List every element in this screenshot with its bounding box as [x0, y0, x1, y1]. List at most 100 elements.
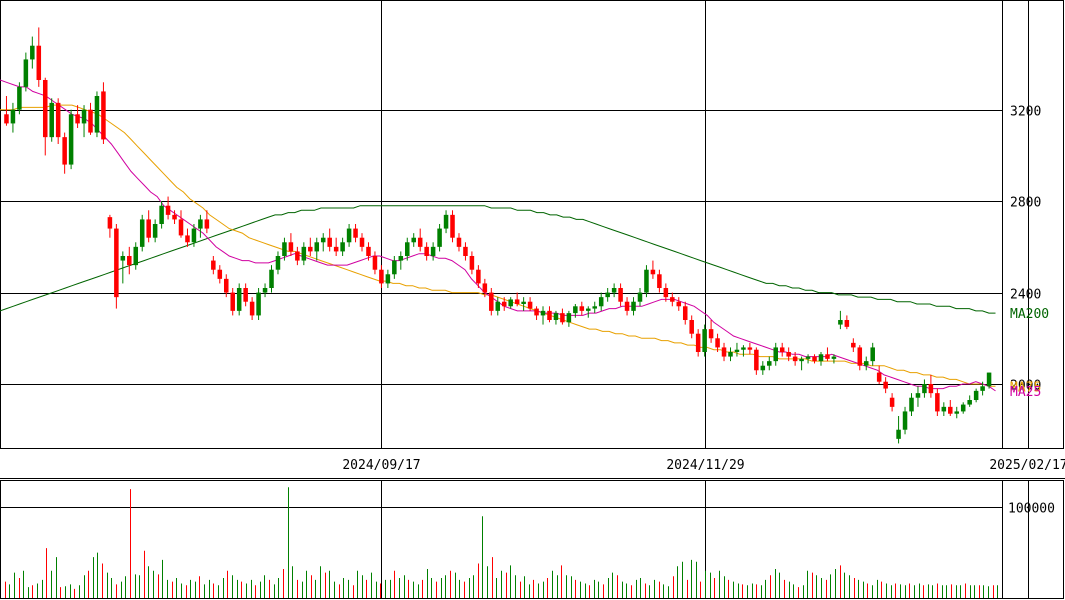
- candle: [165, 196, 171, 220]
- candle-body: [928, 384, 934, 394]
- candle: [605, 288, 610, 302]
- candle-body: [23, 59, 29, 87]
- candle: [863, 356, 869, 371]
- candle-body: [424, 246, 429, 256]
- candle: [734, 342, 740, 357]
- candle: [211, 256, 216, 275]
- candle-body: [773, 347, 779, 362]
- candle: [437, 224, 442, 252]
- candle-body: [799, 358, 804, 362]
- candle-body: [708, 329, 714, 339]
- candle-body: [405, 242, 410, 256]
- candle: [372, 251, 378, 275]
- candle: [547, 306, 552, 323]
- candle-body: [139, 219, 145, 247]
- candle: [146, 210, 151, 243]
- candle: [463, 242, 468, 261]
- candle: [133, 242, 139, 270]
- candle: [844, 315, 850, 330]
- candle-body: [657, 274, 662, 288]
- price-tick-label: 2800: [1010, 196, 1041, 211]
- candle: [320, 233, 326, 252]
- candle: [139, 214, 145, 252]
- candle: [94, 91, 100, 138]
- candle: [825, 347, 830, 362]
- candle: [198, 214, 203, 238]
- candle-body: [437, 228, 442, 247]
- candle-body: [172, 214, 177, 220]
- candle-body: [392, 260, 397, 275]
- candle: [301, 242, 307, 266]
- candle: [4, 96, 9, 126]
- candle: [670, 292, 675, 307]
- candle-body: [127, 256, 132, 266]
- candle: [695, 329, 701, 357]
- candle-body: [948, 406, 953, 414]
- candle: [508, 297, 513, 309]
- candle-body: [527, 301, 533, 309]
- candle: [702, 324, 707, 357]
- candle-body: [88, 109, 93, 133]
- candle-body: [644, 269, 649, 293]
- candle: [896, 416, 901, 444]
- candle: [346, 224, 352, 247]
- candle-body: [889, 397, 895, 407]
- candle: [573, 304, 578, 318]
- candle: [191, 224, 197, 247]
- candle-body: [17, 86, 22, 110]
- candle-body: [876, 372, 882, 382]
- candle: [443, 210, 449, 234]
- candle-body: [605, 292, 610, 298]
- candle-body: [508, 299, 513, 307]
- candle: [456, 233, 462, 252]
- candle-body: [702, 329, 707, 352]
- candle: [831, 354, 837, 364]
- candle-body: [211, 260, 216, 270]
- candle-body: [980, 386, 985, 391]
- price-tick-label: 2000: [1010, 379, 1041, 394]
- candle: [941, 402, 947, 416]
- candle-body: [282, 242, 287, 256]
- candle: [88, 102, 93, 135]
- candle-body: [366, 246, 371, 256]
- candle-body: [592, 306, 597, 309]
- candle: [75, 105, 80, 128]
- candle: [476, 265, 481, 288]
- candle-body: [825, 354, 830, 359]
- candle-body: [514, 299, 520, 304]
- candle: [624, 297, 630, 316]
- candle: [715, 333, 720, 352]
- candle: [883, 377, 888, 394]
- candle-body: [476, 269, 481, 284]
- candle: [249, 297, 255, 320]
- candle-body: [586, 308, 591, 311]
- candle-body: [560, 313, 565, 323]
- candle-body: [152, 224, 158, 238]
- candle-body: [204, 219, 210, 229]
- candle-body: [682, 306, 688, 320]
- candle-body: [359, 237, 365, 247]
- volume-panel: 100000: [0, 480, 1064, 599]
- candle: [392, 256, 397, 279]
- candle-body: [256, 292, 261, 316]
- candle-body: [230, 292, 235, 311]
- candle-body: [967, 400, 972, 405]
- candle: [262, 283, 268, 298]
- candle: [553, 310, 559, 325]
- candle: [230, 288, 235, 316]
- candle-body: [818, 354, 824, 362]
- candle-body: [185, 235, 190, 243]
- candle: [973, 388, 979, 403]
- candle-body: [68, 114, 74, 165]
- candle: [120, 251, 126, 284]
- candle-body: [301, 246, 307, 261]
- candle-body: [760, 365, 766, 371]
- candle-body: [915, 393, 921, 398]
- candle: [223, 274, 229, 298]
- candle-body: [450, 214, 455, 238]
- ma75-line: [0, 104, 996, 387]
- candle-body: [191, 228, 197, 243]
- candle: [870, 342, 875, 366]
- ma75-label: MA75: [1010, 380, 1041, 395]
